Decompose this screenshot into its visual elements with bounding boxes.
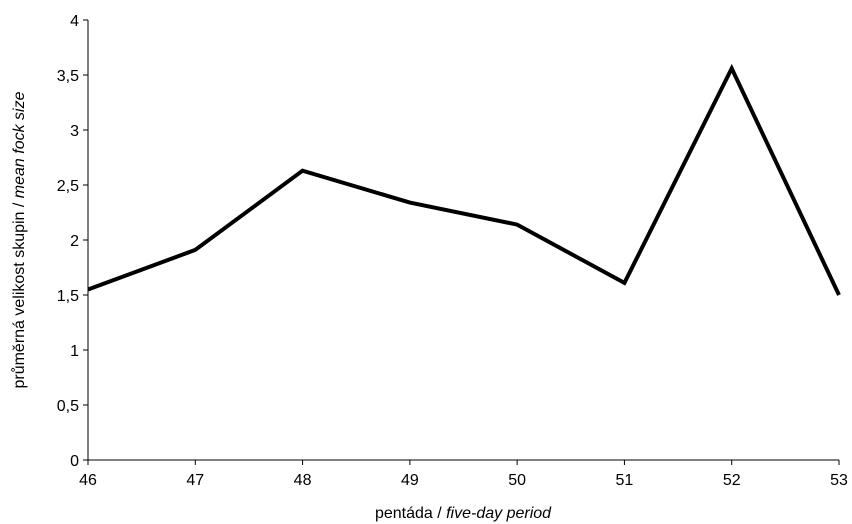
y-tick-label: 1,5 xyxy=(57,288,79,305)
x-axis-label-plain: pentáda / xyxy=(375,505,446,522)
y-axis-ticks: 0 0,5 1 1,5 2 2,5 3 3,5 4 xyxy=(57,13,88,470)
y-tick-label: 0 xyxy=(70,453,79,470)
y-axis-label: průměrná velikost skupin / mean fock siz… xyxy=(10,91,28,388)
y-axis-label-italic: mean fock size xyxy=(11,91,28,198)
y-tick-label: 3 xyxy=(70,123,79,140)
x-tick-label: 51 xyxy=(616,472,634,489)
x-axis-ticks: 46 47 48 49 50 51 52 53 xyxy=(79,460,848,489)
series-line xyxy=(87,63,841,296)
y-tick-label: 1 xyxy=(70,343,79,360)
y-tick-label: 2,5 xyxy=(57,178,79,195)
x-tick-label: 49 xyxy=(401,472,419,489)
x-tick-label: 48 xyxy=(294,472,312,489)
y-tick-label: 0,5 xyxy=(57,398,79,415)
x-tick-label: 47 xyxy=(186,472,204,489)
x-axis-label-italic: five-day period xyxy=(446,505,552,522)
x-tick-label: 53 xyxy=(830,472,848,489)
x-tick-label: 50 xyxy=(508,472,526,489)
x-tick-label: 46 xyxy=(79,472,97,489)
y-tick-label: 3,5 xyxy=(57,68,79,85)
y-tick-label: 4 xyxy=(70,13,79,30)
y-tick-label: 2 xyxy=(70,233,79,250)
y-axis-label-plain: průměrná velikost skupin / xyxy=(10,198,28,388)
x-tick-label: 52 xyxy=(723,472,741,489)
x-axis-label: pentáda / five-day period xyxy=(375,505,552,522)
